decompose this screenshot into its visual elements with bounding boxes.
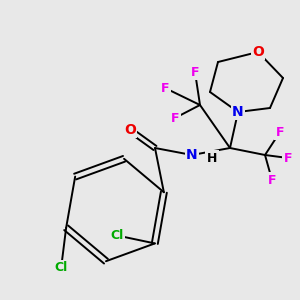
Text: F: F <box>191 65 199 79</box>
Text: O: O <box>252 45 264 59</box>
Text: F: F <box>161 82 169 94</box>
Text: N: N <box>186 148 198 162</box>
Text: H: H <box>207 152 217 164</box>
Text: F: F <box>268 173 276 187</box>
Text: Cl: Cl <box>55 261 68 274</box>
Text: F: F <box>284 152 292 164</box>
Text: O: O <box>124 123 136 137</box>
Text: N: N <box>232 105 244 119</box>
Text: Cl: Cl <box>110 229 124 242</box>
Text: F: F <box>171 112 179 124</box>
Text: F: F <box>276 125 284 139</box>
